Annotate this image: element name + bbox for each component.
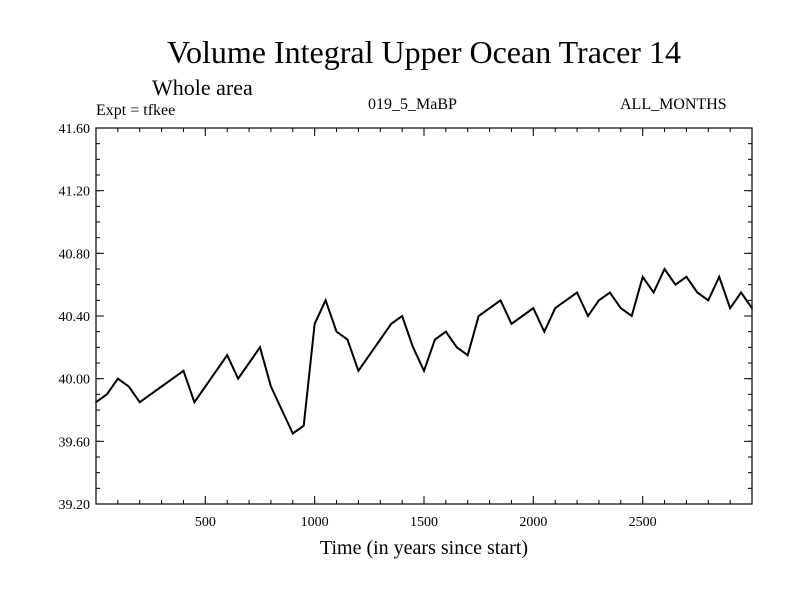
y-tick-label: 40.40	[59, 310, 91, 325]
chart-subtitle: Whole area	[152, 75, 253, 100]
experiment-label: Expt = tfkee	[96, 102, 176, 119]
data-point	[117, 377, 119, 380]
months-label: ALL_MONTHS	[620, 96, 727, 113]
data-point	[292, 432, 294, 435]
data-point	[565, 299, 567, 302]
series-line-0	[95, 267, 753, 436]
data-point	[412, 346, 414, 349]
x-tick-label: 2000	[519, 515, 547, 530]
data-point	[138, 401, 141, 403]
chart-marks	[95, 267, 753, 436]
y-tick-label: 40.80	[59, 247, 91, 262]
data-point	[335, 330, 338, 333]
data-point	[674, 283, 677, 286]
data-point	[456, 346, 458, 349]
data-point	[368, 354, 371, 356]
data-point	[281, 409, 283, 411]
data-point	[620, 307, 622, 309]
data-point	[215, 370, 218, 372]
data-point	[302, 424, 305, 427]
x-axis-label: Time (in years since start)	[319, 537, 529, 559]
data-point	[226, 354, 228, 356]
chart-axes: 39.20 39.60 40.00 40.40 40.80 41.20 41.60 500 10…	[59, 122, 753, 530]
data-point	[423, 370, 425, 372]
data-point	[106, 393, 108, 396]
data-point	[532, 307, 535, 309]
data-point	[390, 323, 393, 325]
data-point	[204, 385, 207, 388]
data-point	[128, 385, 130, 388]
data-point	[270, 385, 272, 388]
data-point	[182, 370, 185, 372]
data-point	[477, 315, 480, 317]
y-tick-label: 39.20	[59, 498, 91, 513]
y-tick-label: 41.60	[59, 122, 91, 137]
data-point	[259, 346, 261, 349]
data-point	[630, 315, 633, 317]
data-point	[510, 323, 513, 325]
y-tick-label: 41.20	[59, 185, 91, 200]
data-point	[554, 307, 556, 309]
x-tick-label: 1000	[301, 515, 329, 530]
chart-title: Volume Integral Upper Ocean Tracer 14	[167, 34, 681, 70]
data-point	[598, 299, 600, 302]
data-point	[576, 291, 578, 294]
data-point	[587, 315, 589, 317]
data-point	[740, 291, 742, 294]
data-point	[149, 393, 152, 396]
x-tick-label: 2500	[629, 515, 657, 530]
run-label: 019_5_MaBP	[368, 96, 457, 113]
data-point	[379, 338, 382, 341]
data-point	[346, 338, 349, 341]
x-tick-label: 500	[195, 515, 216, 530]
data-point	[160, 385, 163, 388]
data-point	[521, 315, 524, 317]
data-point	[718, 276, 720, 278]
data-point	[609, 291, 611, 294]
data-point	[401, 315, 403, 317]
data-point	[543, 330, 546, 333]
data-point	[641, 276, 644, 278]
data-point	[248, 362, 250, 364]
data-point	[685, 276, 688, 278]
data-point	[652, 291, 655, 294]
data-point	[434, 338, 436, 341]
y-tick-label: 39.60	[59, 435, 91, 450]
data-point	[357, 370, 360, 372]
data-point	[324, 299, 327, 302]
data-point	[663, 268, 666, 270]
data-point	[499, 299, 502, 302]
plot-frame	[95, 127, 753, 505]
data-point	[707, 299, 710, 302]
data-point	[466, 354, 469, 356]
y-tick-label: 40.00	[59, 373, 91, 388]
data-point	[193, 401, 196, 403]
data-point	[488, 307, 491, 309]
data-point	[729, 307, 731, 309]
data-point	[696, 291, 699, 294]
data-point	[237, 377, 239, 380]
data-point	[445, 330, 447, 333]
data-point	[171, 377, 174, 380]
data-point	[313, 323, 316, 325]
x-tick-label: 1500	[410, 515, 438, 530]
